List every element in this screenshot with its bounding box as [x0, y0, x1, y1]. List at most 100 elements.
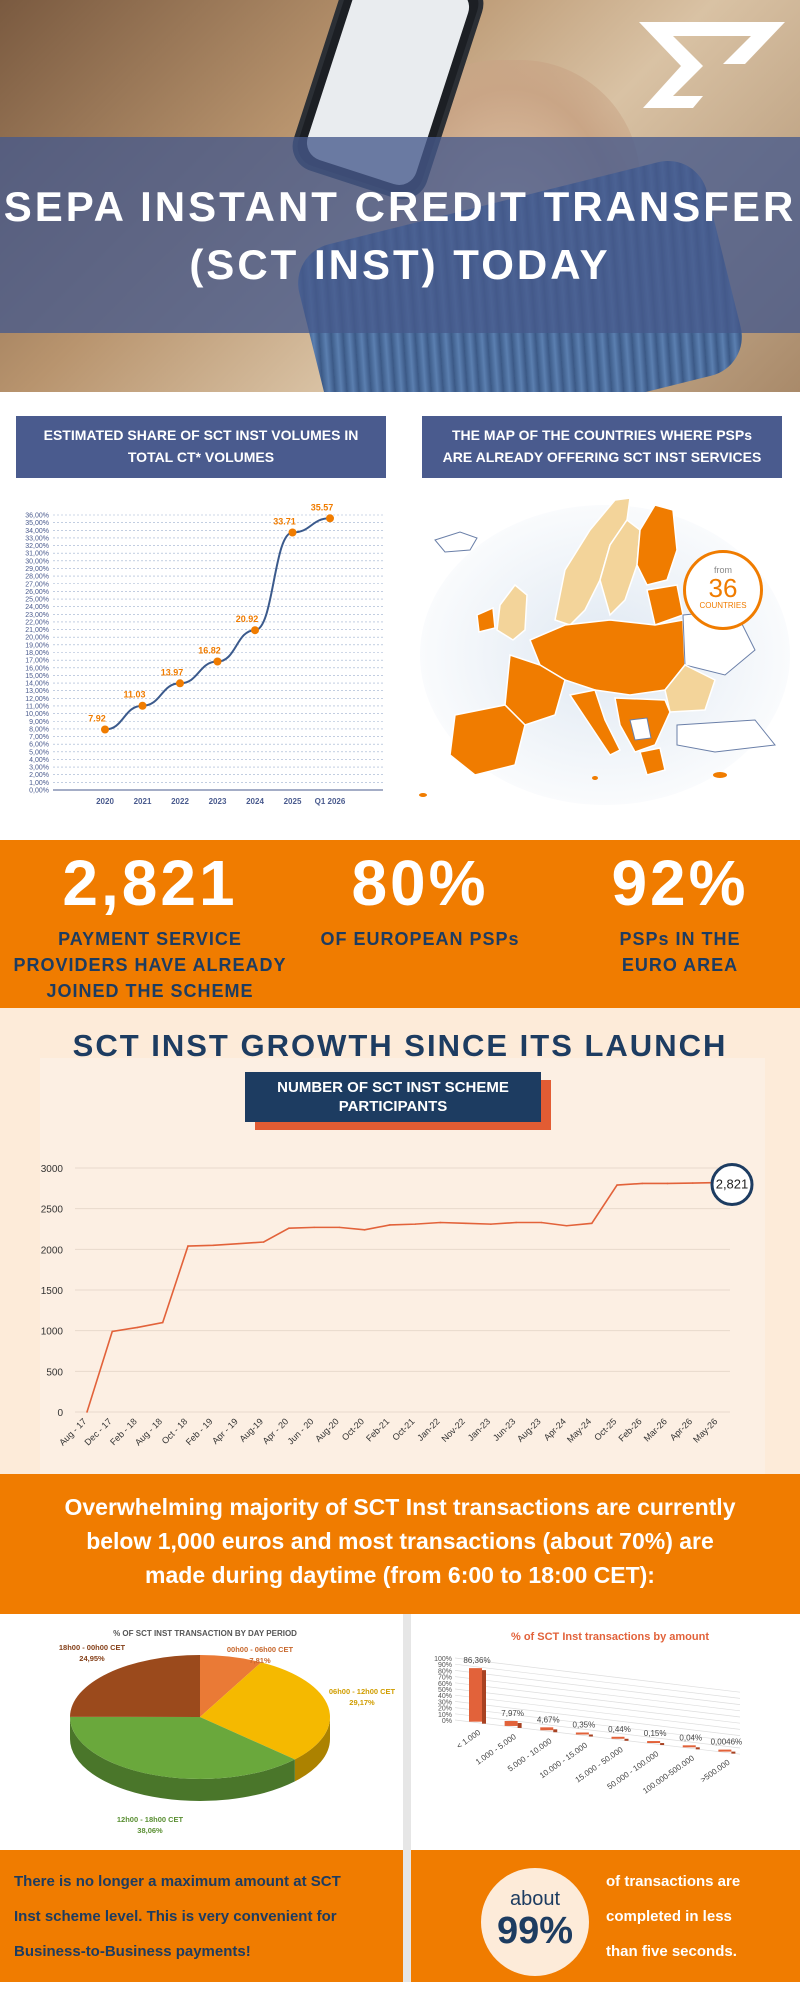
about-label: about	[509, 1888, 561, 1910]
pie-slice	[70, 1655, 200, 1717]
y-tick-label: 60%	[438, 1681, 452, 1688]
data-point	[414, 1223, 416, 1225]
stats-band: 2,821 PAYMENT SERVICE PROVIDERS HAVE ALR…	[0, 840, 800, 1008]
data-point	[313, 1226, 315, 1229]
series-line	[86, 1181, 719, 1413]
x-tick-label: Feb-26	[616, 1416, 643, 1443]
y-tick-label: 50%	[438, 1687, 452, 1694]
pie-slice-label: 06h00 - 12h00 CET	[329, 1687, 396, 1696]
gridline	[454, 1707, 741, 1743]
data-point	[288, 528, 297, 537]
y-tick-label: 30%	[438, 1699, 452, 1706]
y-tick-label: 0,00%	[29, 788, 49, 795]
data-label: 7.92	[88, 714, 106, 724]
bar-side	[660, 1743, 665, 1746]
stat-european-psps: 80% OF EUROPEAN PSPs	[290, 840, 550, 952]
y-tick-label: 15,00%	[25, 673, 49, 680]
y-tick-label: 3,00%	[29, 765, 49, 772]
data-label: 13.97	[161, 667, 184, 677]
countries-label: COUNTRIES	[699, 601, 747, 610]
footer-left-line: Inst scheme level. This is very convenie…	[14, 1908, 337, 1925]
y-tick-label: 6,00%	[29, 742, 49, 749]
data-label: 35.57	[311, 502, 334, 512]
bar-value-label: 0,04%	[679, 1733, 702, 1742]
y-tick-label: 23,00%	[25, 612, 49, 619]
y-tick-label: 25,00%	[25, 597, 49, 604]
x-tick-label: Apr - 20	[261, 1416, 291, 1446]
y-tick-label: 27,00%	[25, 581, 49, 588]
data-point	[439, 1221, 442, 1224]
percent-value: 99%	[496, 1910, 574, 1952]
data-point	[136, 1326, 139, 1329]
y-tick-label: 40%	[438, 1693, 452, 1700]
data-label: 20.92	[236, 614, 259, 624]
europe-map	[419, 497, 790, 805]
y-tick-label: 32,00%	[25, 543, 49, 550]
y-tick-label: 4,00%	[29, 757, 49, 764]
stat-value: 80%	[351, 847, 489, 919]
pie-slice	[70, 1716, 295, 1779]
y-tick-label: 1500	[41, 1286, 64, 1297]
note-line-2: below 1,000 euros and most transactions …	[86, 1528, 714, 1554]
bar-value-label: 86,36%	[463, 1656, 490, 1665]
data-point	[338, 1226, 341, 1229]
title-line-1: SEPA INSTANT CREDIT TRANSFER	[3, 183, 797, 230]
map-title-line-2: ARE ALREADY OFFERING SCT INST SERVICES	[442, 449, 762, 465]
footer-right-line: completed in less	[606, 1908, 732, 1925]
x-tick-label: Dec - 17	[83, 1416, 114, 1447]
bar	[718, 1749, 732, 1752]
y-tick-label: 28,00%	[25, 574, 49, 581]
gridline	[454, 1688, 741, 1724]
bar-value-label: 0,0046%	[711, 1738, 743, 1747]
countries-badge: from 36 COUNTRIES	[683, 550, 763, 630]
x-tick-label: Oct-20	[340, 1416, 366, 1442]
data-point	[101, 725, 109, 734]
data-point	[565, 1224, 568, 1227]
map-title: THE MAP OF THE COUNTRIES WHERE PSPs ARE …	[422, 416, 782, 478]
bottom-strip	[0, 1982, 800, 2000]
y-tick-label: 11,00%	[26, 703, 49, 710]
gridline	[454, 1719, 741, 1755]
data-point	[490, 1223, 492, 1225]
speed-note: about 99% of transactions are completed …	[411, 1850, 800, 1982]
countries-count: 36	[708, 573, 738, 603]
y-tick-label: 31,00%	[25, 551, 49, 558]
y-tick-label: 500	[46, 1367, 63, 1378]
pie-slice-side	[294, 1717, 330, 1782]
y-tick-label: 10%	[438, 1712, 452, 1719]
gridline	[454, 1694, 741, 1730]
y-tick-label: 18,00%	[25, 650, 49, 657]
x-tick-label: May-24	[565, 1416, 593, 1444]
data-point	[288, 1227, 290, 1229]
bar-value-label: 0,35%	[573, 1721, 596, 1730]
growth-chart-title: NUMBER OF SCT INST SCHEME PARTICIPANTS	[245, 1072, 541, 1122]
x-tick-label: >500.000	[699, 1758, 732, 1785]
footer-left-line: Business-to-Business payments!	[14, 1943, 251, 1960]
x-tick-label: Apr-24	[542, 1416, 568, 1442]
gridline	[454, 1701, 741, 1736]
y-tick-label: 33,00%	[25, 535, 49, 542]
amount-bar-chart: % of SCT Inst transactions by amount0%10…	[434, 1631, 743, 1796]
pie-title: % OF SCT INST TRANSACTION BY DAY PERIOD	[113, 1629, 297, 1638]
data-point	[262, 1241, 265, 1243]
pie-slice-label: 12h00 - 18h00 CET	[117, 1815, 184, 1824]
growth-subtitle-line-2: PARTICIPANTS	[338, 1098, 448, 1115]
data-point	[138, 701, 147, 710]
data-point	[176, 679, 184, 688]
bar	[611, 1736, 625, 1739]
bar-side	[553, 1729, 558, 1733]
bar-side	[482, 1670, 486, 1724]
note-line-1: Overwhelming majority of SCT Inst transa…	[64, 1494, 736, 1520]
pie-slice-value: 29,17%	[349, 1698, 375, 1707]
stat-caption-line: OF EUROPEAN PSPs	[320, 929, 520, 949]
x-tick-label: Oct-25	[592, 1416, 618, 1442]
x-tick-label: Feb - 19	[184, 1416, 215, 1447]
y-tick-label: 1,00%	[29, 780, 49, 787]
bar-value-label: 0,44%	[608, 1725, 631, 1734]
data-point	[515, 1221, 517, 1224]
footer-left-line: There is no longer a maximum amount at S…	[14, 1873, 341, 1890]
sigma-logo-icon	[639, 22, 785, 108]
y-tick-label: 5,00%	[29, 749, 49, 756]
bar-side	[588, 1734, 593, 1737]
bar-side	[624, 1738, 629, 1741]
